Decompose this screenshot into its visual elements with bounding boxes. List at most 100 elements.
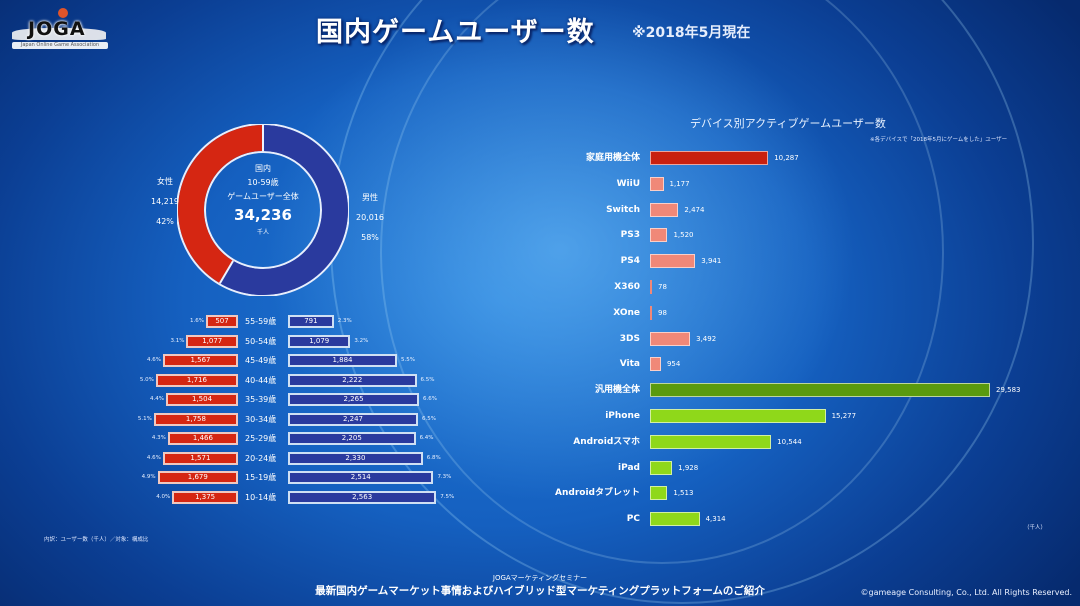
device-value: 29,583 [996, 386, 1021, 395]
female-pct: 4.4% [150, 396, 165, 402]
device-label: 汎用機全体 [594, 385, 640, 396]
device-value: 10,544 [777, 437, 802, 446]
device-label: Vita [619, 359, 640, 370]
donut-center-label: 国内 10-59歳 ゲームユーザー全体 34,236 千人 [177, 162, 349, 240]
device-unit: （千人） [1024, 525, 1047, 531]
age-label: 50-54歳 [245, 336, 277, 346]
female-bar: 1,077 [186, 334, 238, 348]
device-row: WiiU 1,177 [0, 176, 1080, 192]
female-bar: 1,375 [172, 490, 238, 504]
pyramid-note: 内訳：ユーザー数（千人）／対象：構成比 [44, 537, 149, 543]
device-label: WiiU [616, 178, 640, 189]
male-pct: 2.3% [337, 318, 352, 324]
female-pct: 42% [156, 217, 174, 226]
female-pct: 4.0% [156, 493, 171, 500]
device-row: iPad 1,928 [0, 460, 1080, 476]
age-label: 45-49歳 [245, 356, 277, 365]
footer-seminar-label: JOGAマーケティングセミナー [492, 574, 588, 582]
device-value: 1,928 [678, 463, 699, 472]
female-label: 女性 [157, 177, 173, 186]
male-bar: 1,884 [288, 354, 397, 367]
female-pct: 4.6% [147, 357, 162, 363]
logo-subtitle: Japan Online Game Association [12, 42, 108, 49]
device-value: 15,277 [831, 412, 857, 420]
male-pct: 6.8% [426, 454, 441, 461]
donut-svg [176, 123, 350, 297]
device-row: 3DS 3,492 [0, 331, 1080, 347]
device-bar [650, 486, 668, 501]
female-pct: 3.1% [170, 337, 185, 344]
female-pct: 5.1% [137, 415, 152, 422]
device-value: 10,287 [774, 154, 799, 162]
male-label-group: 男性 20,016 58% [345, 188, 395, 248]
female-bar: 1,504 [166, 393, 238, 406]
female-bar: 1,466 [167, 432, 238, 445]
age-label: 30-34歳 [245, 414, 277, 424]
male-bar: 2,222 [288, 373, 417, 387]
device-label: 3DS [619, 333, 640, 344]
male-bar: 2,330 [288, 451, 423, 465]
male-bar: 2,247 [288, 412, 418, 426]
logo-figure-head [58, 8, 68, 18]
footer-title: 最新国内ゲームマーケット事情およびハイブリッド型マーケティングプラットフォームの… [315, 585, 765, 597]
device-bar [650, 254, 696, 269]
device-bar [650, 460, 673, 475]
device-bar [650, 202, 679, 217]
female-pct: 1.6% [190, 318, 204, 324]
male-label: 男性 [362, 193, 378, 202]
device-label: iPad [618, 462, 640, 473]
device-value: 1,513 [673, 489, 694, 498]
device-bar [650, 383, 990, 398]
male-pct: 6.4% [419, 435, 434, 441]
device-value: 1,177 [669, 179, 690, 188]
device-value: 98 [658, 308, 667, 317]
device-bar [650, 176, 664, 191]
device-row: Switch 2,474 [0, 202, 1080, 218]
pyramid-row: 3.1% 1,077 50-54歳 1,079 3.2% [0, 334, 520, 349]
male-pct: 58% [361, 233, 379, 242]
female-pct: 4.3% [151, 435, 166, 441]
donut-unit: 千人 [256, 229, 269, 236]
pyramid-row: 5.0% 1,716 40-44歳 2,222 6.5% [0, 373, 520, 388]
male-pct: 6.6% [423, 396, 438, 402]
female-bar: 1,567 [163, 354, 238, 367]
pyramid-row: 1.6% 507 55-59歳 791 2.3% [0, 315, 520, 329]
female-bar: 1,758 [153, 412, 238, 426]
male-value: 20,016 [356, 213, 384, 222]
device-chart-title: デバイス別アクティブゲームユーザー数 [690, 117, 886, 130]
device-bar [650, 228, 668, 243]
device-bar [650, 280, 652, 294]
male-bar: 2,265 [288, 393, 420, 406]
device-row: PS3 1,520 [0, 227, 1080, 243]
device-bar [650, 409, 826, 423]
device-row: XOne 98 [0, 305, 1080, 321]
male-bar: 1,079 [288, 334, 351, 348]
device-label: PC [626, 514, 640, 525]
male-pct: 7.5% [440, 493, 455, 500]
age-label: 10-14歳 [245, 492, 277, 502]
logo-text: JOGA [28, 18, 86, 40]
female-value: 14,219 [151, 197, 179, 206]
device-bar [650, 434, 772, 449]
age-label: 35-39歳 [245, 395, 277, 404]
male-pct: 6.5% [422, 415, 436, 422]
female-bar: 1,679 [157, 471, 238, 484]
donut-center-line3: ゲームユーザー全体 [227, 192, 299, 201]
female-bar: 1,571 [162, 451, 238, 465]
donut-center-line2: 10-59歳 [247, 178, 279, 187]
device-label: XOne [613, 307, 640, 318]
device-value: 2,474 [684, 205, 705, 214]
device-bar [650, 305, 652, 320]
device-row: iPhone 15,277 [0, 408, 1080, 424]
device-row: 家庭用機全体 10,287 [0, 150, 1080, 166]
male-pct: 7.3% [437, 474, 452, 480]
pyramid-row: 4.6% 1,571 20-24歳 2,330 6.8% [0, 451, 520, 466]
donut-female-segment [178, 125, 264, 284]
pyramid-row: 4.9% 1,679 15-19歳 2,514 7.3% [0, 471, 520, 485]
joga-logo: JOGA Japan Online Game Association [8, 6, 110, 56]
device-row: PS4 3,941 [0, 253, 1080, 269]
device-row: Androidタブレット 1,513 [0, 485, 1080, 501]
female-pct: 4.9% [141, 474, 156, 480]
device-value: 3,492 [696, 334, 717, 343]
device-row: PC 4,314 [0, 511, 1080, 527]
